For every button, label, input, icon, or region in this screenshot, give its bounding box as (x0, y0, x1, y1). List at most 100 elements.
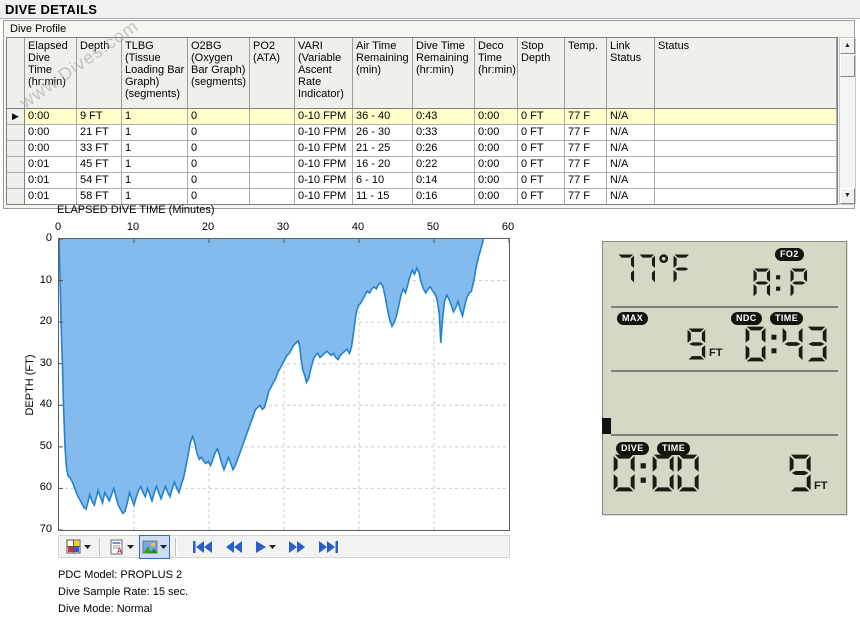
row-selector[interactable] (7, 141, 25, 157)
cell[interactable] (250, 173, 295, 189)
cell[interactable]: 45 FT (77, 157, 122, 173)
cell[interactable]: 0 (188, 109, 250, 125)
cell[interactable]: 77 F (565, 157, 607, 173)
cell[interactable]: 0:00 (475, 173, 518, 189)
chart-style-button[interactable] (63, 535, 94, 559)
row-selector[interactable] (7, 125, 25, 141)
cell[interactable] (250, 125, 295, 141)
cell[interactable]: 0 FT (518, 173, 565, 189)
cell[interactable] (655, 173, 837, 189)
cell[interactable] (655, 141, 837, 157)
cell[interactable]: 0 (188, 157, 250, 173)
column-header[interactable]: Deco Time (hr:min) (475, 38, 518, 109)
cell[interactable]: 0 (188, 125, 250, 141)
cell[interactable]: 0:01 (25, 157, 77, 173)
cell[interactable]: 6 - 10 (353, 173, 413, 189)
column-header[interactable]: PO2 (ATA) (250, 38, 295, 109)
cell[interactable]: 0:01 (25, 189, 77, 204)
column-header[interactable]: Link Status (607, 38, 655, 109)
cell[interactable]: 0:01 (25, 173, 77, 189)
cell[interactable]: 77 F (565, 109, 607, 125)
cell[interactable]: 0:00 (475, 157, 518, 173)
column-header[interactable]: Status (655, 38, 837, 109)
column-header[interactable]: Elapsed Dive Time (hr:min) (25, 38, 77, 109)
rewind-button[interactable] (222, 535, 246, 559)
column-header[interactable]: Temp. (565, 38, 607, 109)
image-view-button[interactable] (139, 534, 170, 559)
play-button[interactable] (252, 535, 279, 559)
row-selector[interactable] (7, 189, 25, 204)
cell[interactable]: 0-10 FPM (295, 141, 353, 157)
cell[interactable]: N/A (607, 157, 655, 173)
cell[interactable]: 1 (122, 157, 188, 173)
cell[interactable]: 0:00 (475, 189, 518, 204)
cell[interactable]: 77 F (565, 141, 607, 157)
row-selector[interactable] (7, 157, 25, 173)
column-header[interactable]: O2BG (Oxygen Bar Graph) (segments) (188, 38, 250, 109)
cell[interactable]: 21 FT (77, 125, 122, 141)
cell[interactable] (655, 109, 837, 125)
column-header[interactable]: Dive Time Remaining (hr:min) (413, 38, 475, 109)
row-selector-header[interactable] (7, 38, 25, 109)
cell[interactable]: 33 FT (77, 141, 122, 157)
cell[interactable]: 0-10 FPM (295, 189, 353, 204)
row-selector[interactable] (7, 173, 25, 189)
cell[interactable]: 0 FT (518, 109, 565, 125)
cell[interactable]: 0 FT (518, 125, 565, 141)
cell[interactable] (250, 109, 295, 125)
cell[interactable]: 0:16 (413, 189, 475, 204)
cell[interactable]: 77 F (565, 189, 607, 204)
report-button[interactable]: A (106, 535, 137, 559)
cell[interactable]: N/A (607, 189, 655, 204)
cell[interactable]: 0 FT (518, 189, 565, 204)
cell[interactable] (655, 125, 837, 141)
cell[interactable]: 0 FT (518, 157, 565, 173)
cell[interactable]: 1 (122, 173, 188, 189)
cell[interactable] (250, 141, 295, 157)
cell[interactable]: 0:26 (413, 141, 475, 157)
last-button[interactable] (315, 535, 341, 559)
cell[interactable]: 0:00 (25, 141, 77, 157)
scroll-down-button[interactable]: ▼ (840, 188, 855, 204)
scroll-thumb[interactable] (840, 55, 855, 77)
cell[interactable]: N/A (607, 173, 655, 189)
column-header[interactable]: Depth (77, 38, 122, 109)
grid-scrollbar[interactable]: ▲ ▼ (839, 37, 856, 205)
cell[interactable]: 0-10 FPM (295, 173, 353, 189)
cell[interactable]: 0-10 FPM (295, 109, 353, 125)
cell[interactable]: 0 (188, 173, 250, 189)
cell[interactable] (655, 157, 837, 173)
cell[interactable]: 0:00 (475, 109, 518, 125)
cell[interactable]: 16 - 20 (353, 157, 413, 173)
column-header[interactable]: Air Time Remaining (min) (353, 38, 413, 109)
cell[interactable]: 54 FT (77, 173, 122, 189)
cell[interactable]: 0 (188, 141, 250, 157)
cell[interactable]: 26 - 30 (353, 125, 413, 141)
cell[interactable]: 21 - 25 (353, 141, 413, 157)
cell[interactable] (250, 189, 295, 204)
scroll-up-button[interactable]: ▲ (840, 38, 855, 54)
cell[interactable]: 0 (188, 189, 250, 204)
cell[interactable]: 0:14 (413, 173, 475, 189)
column-header[interactable]: TLBG (Tissue Loading Bar Graph) (segment… (122, 38, 188, 109)
cell[interactable]: 77 F (565, 125, 607, 141)
cell[interactable]: 58 FT (77, 189, 122, 204)
cell[interactable]: 9 FT (77, 109, 122, 125)
cell[interactable]: 0-10 FPM (295, 157, 353, 173)
cell[interactable]: 0:22 (413, 157, 475, 173)
cell[interactable]: 1 (122, 125, 188, 141)
cell[interactable]: 0-10 FPM (295, 125, 353, 141)
cell[interactable] (655, 189, 837, 204)
cell[interactable]: 0:43 (413, 109, 475, 125)
cell[interactable]: 1 (122, 109, 188, 125)
cell[interactable]: 0:00 (25, 109, 77, 125)
first-button[interactable] (190, 535, 216, 559)
cell[interactable]: N/A (607, 141, 655, 157)
column-header[interactable]: VARI (Variable Ascent Rate Indicator) (295, 38, 353, 109)
cell[interactable]: 11 - 15 (353, 189, 413, 204)
cell[interactable]: 36 - 40 (353, 109, 413, 125)
cell[interactable]: 0:00 (475, 141, 518, 157)
fast-forward-button[interactable] (285, 535, 309, 559)
row-selector[interactable]: ▶ (7, 109, 25, 125)
cell[interactable]: N/A (607, 109, 655, 125)
